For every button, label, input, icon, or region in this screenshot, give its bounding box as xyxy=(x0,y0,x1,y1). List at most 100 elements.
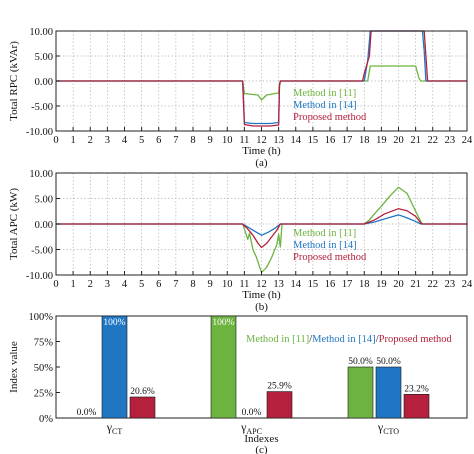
y-tick-label: 50% xyxy=(34,363,54,374)
x-tick-label: 22 xyxy=(428,279,439,290)
legend-entry-part: Proposed method xyxy=(379,334,453,345)
x-tick-label: 14 xyxy=(291,135,302,146)
data-label: 20.6% xyxy=(130,387,155,397)
x-tick-label: 3 xyxy=(105,135,110,146)
x-tick-label: γAPC xyxy=(240,420,262,436)
y-axis-label: Index value xyxy=(8,341,20,393)
y-tick-label: 5.00 xyxy=(35,195,53,206)
x-tick-label: 23 xyxy=(445,135,456,146)
series-line-2 xyxy=(56,214,467,236)
x-tick-label: 16 xyxy=(325,279,336,290)
bar-2-1 xyxy=(101,315,128,419)
x-tick-label: 0 xyxy=(53,279,58,290)
x-tick-label: 8 xyxy=(190,135,195,146)
x-tick-label: 15 xyxy=(308,279,319,290)
x-tick-label: 8 xyxy=(190,279,195,290)
x-tick-label: 21 xyxy=(410,135,421,146)
x-tick-label: 14 xyxy=(291,279,302,290)
x-tick-label: 9 xyxy=(208,135,213,146)
x-tick-label: 13 xyxy=(273,135,284,146)
category-subscript: APC xyxy=(246,427,262,436)
bar-3-1 xyxy=(129,396,156,419)
x-tick-label: 21 xyxy=(410,279,421,290)
x-tick-label: 22 xyxy=(428,135,439,146)
x-tick-label: 9 xyxy=(208,279,213,290)
legend-entry-3: Proposed method xyxy=(293,112,367,123)
x-tick-label: 10 xyxy=(222,135,233,146)
y-axis-label: Total APC (kW) xyxy=(8,188,20,260)
category-subscript: CT xyxy=(112,427,122,436)
x-tick-label: 7 xyxy=(173,279,178,290)
x-tick-label: 2 xyxy=(88,135,93,146)
x-tick-label: 13 xyxy=(273,279,284,290)
bar-1-2 xyxy=(210,315,237,419)
bar-2-3 xyxy=(375,366,402,419)
x-tick-label: 3 xyxy=(105,279,110,290)
x-tick-label: 1 xyxy=(71,135,76,146)
x-tick-label: 19 xyxy=(376,135,387,146)
x-tick-label: 4 xyxy=(122,279,128,290)
x-tick-label: 20 xyxy=(393,279,404,290)
series-line-3 xyxy=(56,208,467,249)
category-symbol: γ xyxy=(377,420,384,434)
x-tick-label: 24 xyxy=(462,135,473,146)
x-tick-label: 17 xyxy=(342,135,353,146)
category-symbol: γ xyxy=(240,420,247,434)
y-tick-label: 0.00 xyxy=(35,220,53,231)
data-label: 0.0% xyxy=(242,408,262,418)
y-tick-label: -5.00 xyxy=(31,246,53,257)
x-tick-label: 12 xyxy=(256,135,267,146)
legend-entry-1: Method in [11] xyxy=(293,228,356,239)
x-tick-label: 2 xyxy=(88,279,93,290)
x-tick-label: 18 xyxy=(359,135,370,146)
x-tick-label: 24 xyxy=(462,279,473,290)
data-label: 0.0% xyxy=(77,408,97,418)
legend-entry-2: Method in [14] xyxy=(293,100,357,111)
x-axis-label: Time (h) xyxy=(242,289,281,301)
x-axis-label: Time (h) xyxy=(242,145,281,157)
data-label: 25.9% xyxy=(267,382,292,392)
legend-entry-1: Method in [11] xyxy=(293,88,356,99)
x-tick-label: 7 xyxy=(173,135,178,146)
y-tick-label: -10.00 xyxy=(26,127,53,138)
x-tick-label: 23 xyxy=(445,279,456,290)
x-tick-label: 5 xyxy=(139,279,144,290)
y-tick-label: 0% xyxy=(39,414,53,425)
x-axis-label: Indexes xyxy=(244,433,278,445)
y-tick-label: 0.00 xyxy=(35,77,53,88)
legend-entry-part: Method in [14] xyxy=(312,334,376,345)
legend-entry-3: Proposed method xyxy=(293,252,367,263)
legend-entry-part: Method in [11] xyxy=(246,334,309,345)
x-tick-label: 19 xyxy=(376,279,387,290)
y-tick-label: 10.00 xyxy=(29,169,53,180)
legend-entry-part: / xyxy=(309,334,312,345)
y-tick-label: -10.00 xyxy=(26,271,53,282)
category-symbol: γ xyxy=(106,420,113,434)
data-label: 50.0% xyxy=(348,357,373,367)
series-line-3 xyxy=(56,30,467,127)
x-tick-label: 11 xyxy=(239,279,249,290)
bar-3-2 xyxy=(266,391,293,419)
data-label: 50.0% xyxy=(376,357,401,367)
x-tick-label: 5 xyxy=(139,135,144,146)
x-tick-label: 12 xyxy=(256,279,267,290)
data-label: 100% xyxy=(212,318,234,328)
x-tick-label: 17 xyxy=(342,279,353,290)
y-tick-label: 75% xyxy=(34,338,54,349)
x-tick-label: 11 xyxy=(239,135,249,146)
x-tick-label: 20 xyxy=(393,135,404,146)
legend: Method in [11]/Method in [14]/Proposed m… xyxy=(246,334,453,345)
panel-caption: (a) xyxy=(255,157,268,169)
y-tick-label: -5.00 xyxy=(31,102,53,113)
y-tick-label: 5.00 xyxy=(35,52,53,63)
y-axis-label: Total RPC (kVAr) xyxy=(8,41,20,121)
y-tick-label: 25% xyxy=(34,389,54,400)
category-subscript: CTO xyxy=(383,427,399,436)
x-tick-label: 15 xyxy=(308,135,319,146)
series-line-1 xyxy=(56,186,467,274)
x-tick-label: γCT xyxy=(106,420,123,436)
x-tick-label: 6 xyxy=(156,135,161,146)
data-label: 23.2% xyxy=(404,384,429,394)
